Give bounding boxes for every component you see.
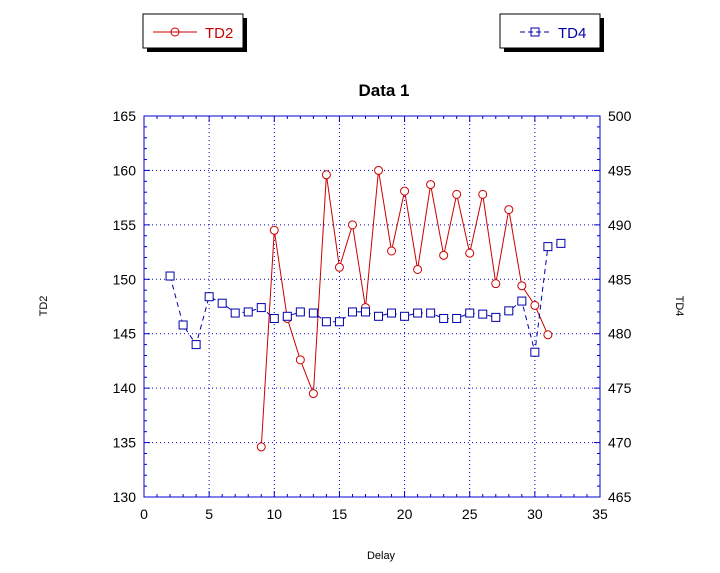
y-right-tick-label: 490 — [608, 217, 632, 233]
series-td4-point — [439, 313, 449, 323]
series-td2-point — [400, 186, 410, 196]
y-right-axis-label: TD4 — [673, 296, 685, 317]
series-td2-point — [413, 264, 423, 274]
series-td2-point — [334, 262, 344, 272]
legend-td2: TD2 — [142, 13, 247, 52]
y-right-tick-label: 470 — [608, 435, 632, 451]
series-td4-point — [478, 309, 488, 319]
series-td2-point — [426, 180, 436, 190]
series-td2-point — [478, 189, 488, 199]
legend-td4-box — [499, 13, 601, 49]
series-td4-point — [400, 311, 410, 321]
series-td4-point — [504, 306, 514, 316]
series-td4-point — [413, 308, 423, 318]
series-td2-point — [347, 220, 357, 230]
series-td4-point — [321, 317, 331, 327]
x-tick-label: 30 — [527, 506, 543, 522]
x-tick-label: 25 — [462, 506, 478, 522]
chart-title: Data 1 — [358, 81, 409, 100]
y-right-tick-label: 485 — [608, 271, 632, 287]
y-left-tick-label: 150 — [113, 271, 137, 287]
series-td4 — [165, 238, 566, 357]
series-td2-point — [439, 250, 449, 260]
x-axis-label: Delay — [367, 550, 396, 562]
series-td4-point — [530, 347, 540, 357]
series-td4-point — [347, 307, 357, 317]
series-td4-point — [165, 271, 175, 281]
series-td4-point — [543, 242, 553, 252]
series-td4-point — [204, 292, 214, 302]
series-td2-point — [256, 442, 266, 452]
series-td4-point — [334, 317, 344, 327]
y-left-tick-label: 140 — [113, 380, 137, 396]
series-td4-point — [295, 307, 305, 317]
series-td2-point — [321, 170, 331, 180]
series-td2-point — [543, 330, 553, 340]
y-left-tick-label: 155 — [113, 217, 137, 233]
tick-marks — [143, 115, 601, 498]
y-right-tick-label: 495 — [608, 162, 632, 178]
series-td4-point — [452, 313, 462, 323]
y-left-tick-label: 165 — [113, 108, 137, 124]
y-left-tick-label: 160 — [113, 162, 137, 178]
series-td4-point — [308, 308, 318, 318]
series-td2-point — [517, 281, 527, 291]
x-tick-label: 20 — [397, 506, 413, 522]
y-left-tick-label: 135 — [113, 435, 137, 451]
legend-td4-label: TD4 — [558, 25, 586, 42]
series-td2-point — [452, 189, 462, 199]
series-td4-point — [230, 308, 240, 318]
series-td4-point — [387, 308, 397, 318]
tick-labels: 0 5 10 15 20 25 30 35 130 135 140 145 150 155 160 165 46… — [113, 108, 632, 522]
series-td4-point — [465, 308, 475, 318]
series-td2-point — [504, 205, 514, 215]
series-td4-point — [269, 313, 279, 323]
series-td4-point — [191, 340, 201, 350]
y-left-axis-label: TD2 — [38, 296, 50, 317]
series-td2-point — [465, 248, 475, 258]
series-td2-point — [295, 355, 305, 365]
series-td4-point — [491, 312, 501, 322]
series-td4-point — [243, 307, 253, 317]
series-td2-point — [387, 246, 397, 256]
series-td4-point — [556, 238, 566, 248]
series-td4-point — [217, 298, 227, 308]
legend-td2-label: TD2 — [205, 25, 233, 42]
x-tick-label: 10 — [266, 506, 282, 522]
series-td4-point — [178, 320, 188, 330]
series-td4-point — [374, 311, 384, 321]
series-layer — [165, 165, 566, 452]
x-tick-label: 0 — [140, 506, 148, 522]
legend-td4: TD4 — [499, 13, 604, 52]
series-td4-point — [360, 307, 370, 317]
series-td4-point — [426, 308, 436, 318]
series-td2-point — [374, 165, 384, 175]
series-td2-point — [308, 389, 318, 399]
grid-lines — [144, 116, 600, 497]
x-tick-label: 35 — [592, 506, 608, 522]
legend-td2-marker — [170, 27, 180, 37]
y-left-tick-label: 145 — [113, 326, 137, 342]
y-right-tick-label: 475 — [608, 380, 632, 396]
series-td2-point — [530, 300, 540, 310]
plot-frame — [143, 115, 601, 498]
y-left-tick-label: 130 — [113, 489, 137, 505]
legend-td4-marker — [530, 27, 540, 37]
x-tick-label: 15 — [332, 506, 348, 522]
y-right-tick-label: 480 — [608, 326, 632, 342]
series-td4-point — [517, 296, 527, 306]
series-td2 — [256, 165, 553, 452]
x-tick-label: 5 — [205, 506, 213, 522]
series-td2-point — [269, 225, 279, 235]
legend-td2-box — [142, 13, 244, 49]
series-td2-point — [491, 279, 501, 289]
y-right-tick-label: 465 — [608, 489, 632, 505]
y-right-tick-label: 500 — [608, 108, 632, 124]
series-td4-point — [256, 303, 266, 313]
series-td4-point — [282, 311, 292, 321]
